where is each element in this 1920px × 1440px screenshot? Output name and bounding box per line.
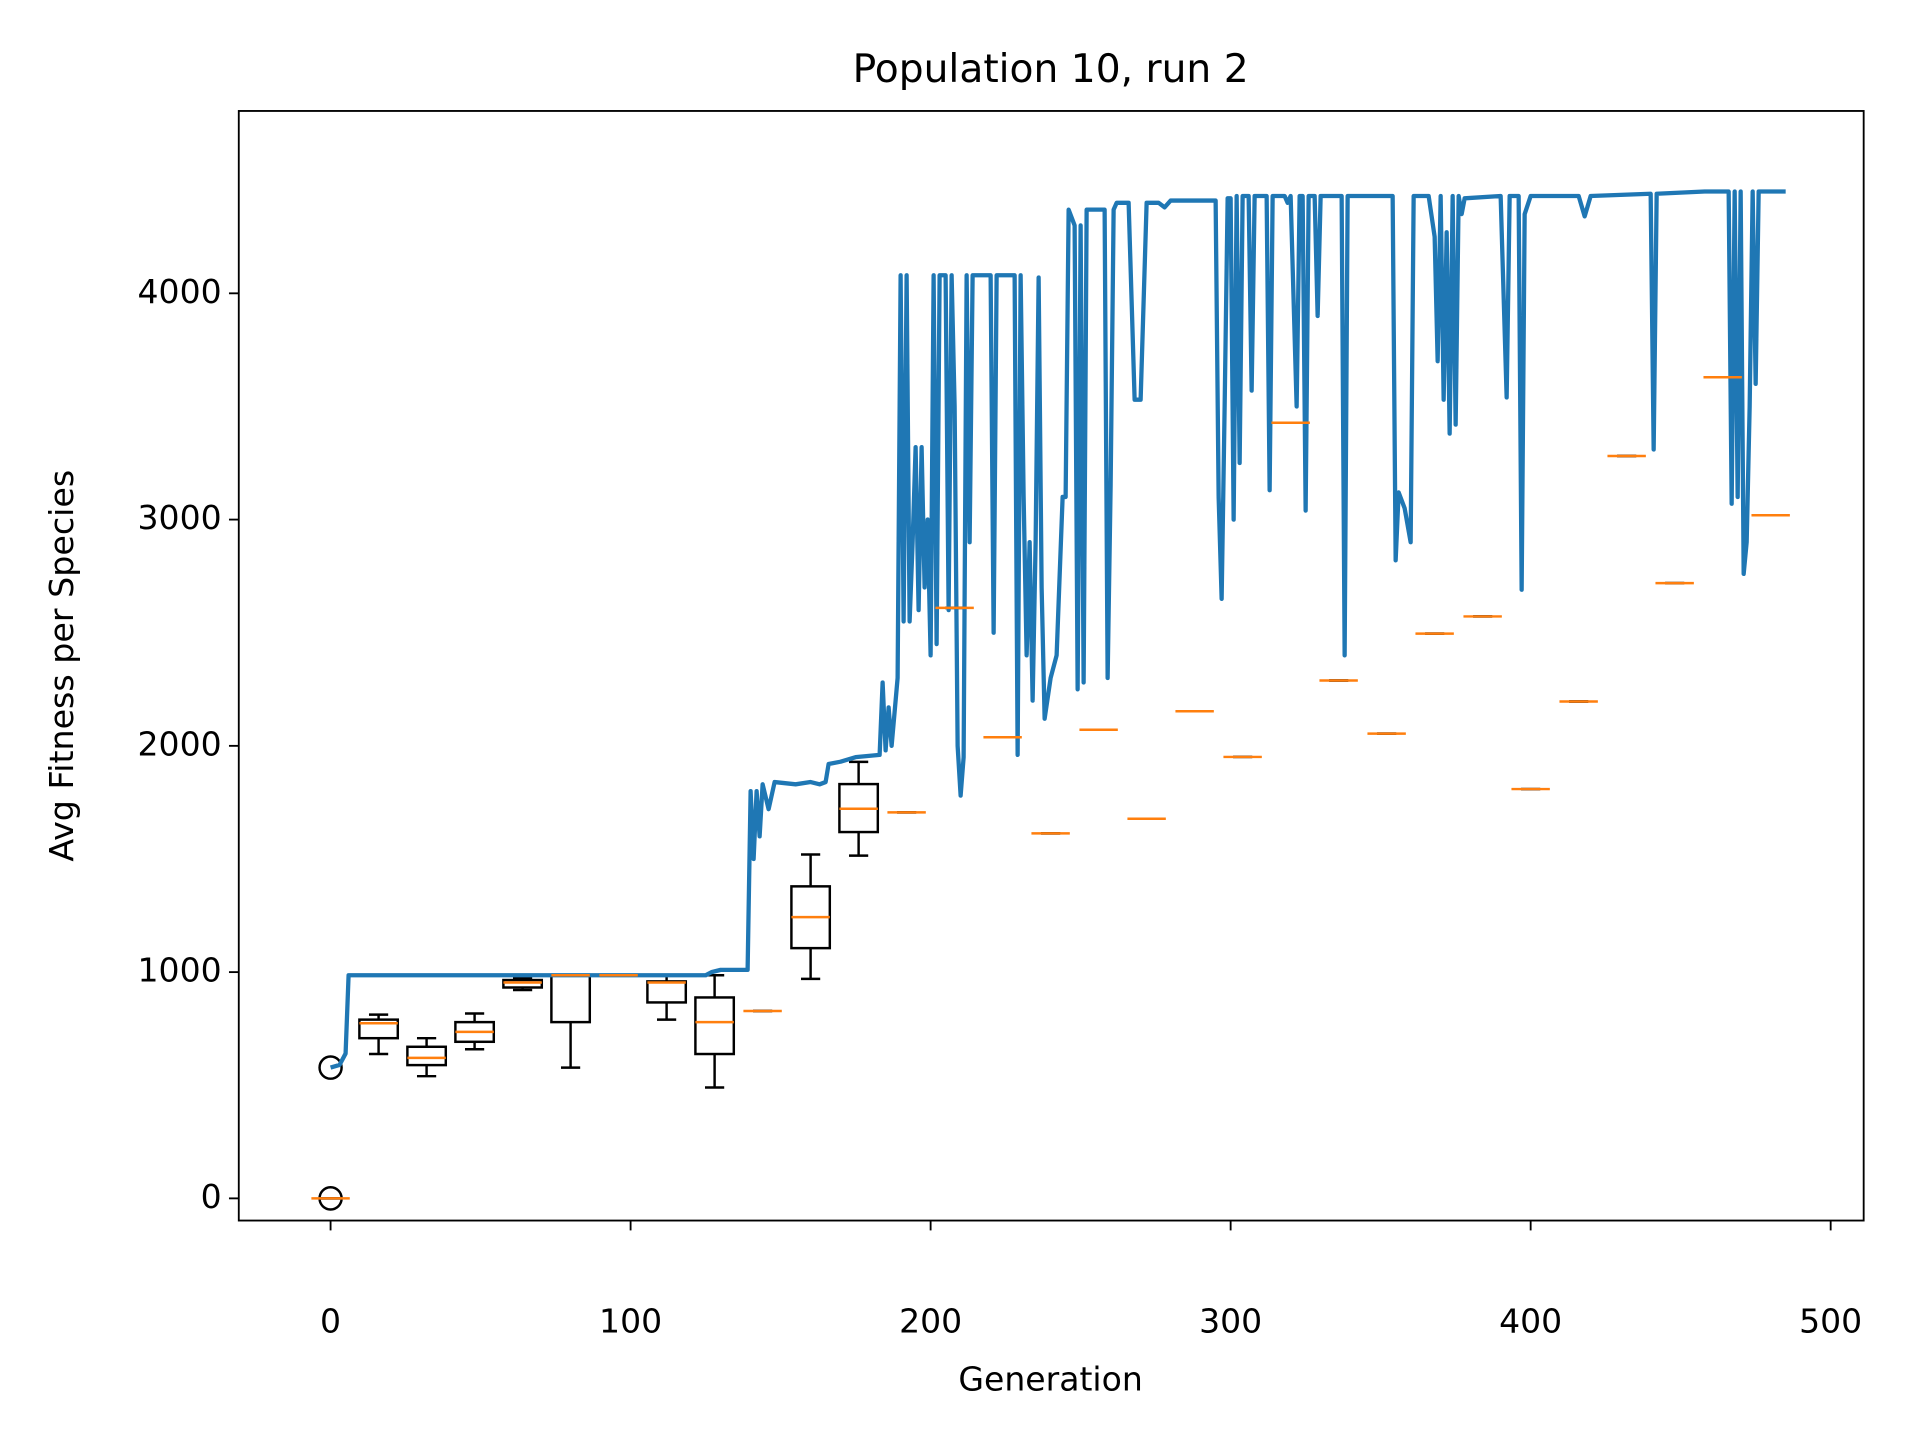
x-tick-label: 400 (1499, 1301, 1562, 1340)
y-tick-label: 3000 (138, 498, 222, 537)
x-tick-label: 200 (899, 1301, 962, 1340)
box (694, 996, 736, 1056)
y-axis-label: Avg Fitness per Species (42, 470, 81, 862)
flier (318, 1055, 343, 1080)
chart-title: Population 10, run 2 (853, 47, 1249, 92)
box (646, 980, 688, 1004)
box (502, 978, 544, 989)
x-tick-label: 500 (1799, 1301, 1862, 1340)
plot-frame (237, 110, 1865, 1222)
y-tick-label: 1000 (138, 951, 222, 990)
line (329, 189, 1786, 1070)
x-tick-label: 100 (599, 1301, 662, 1340)
box (550, 974, 592, 1024)
x-axis-label: Generation (958, 1359, 1142, 1398)
y-tick-label: 0 (201, 1177, 222, 1216)
y-tick-label: 2000 (138, 724, 222, 763)
x-tick-label: 300 (1199, 1301, 1262, 1340)
box (358, 1018, 400, 1040)
x-tick-label: 0 (320, 1301, 341, 1340)
y-tick-label: 4000 (138, 272, 222, 311)
box (406, 1045, 448, 1067)
